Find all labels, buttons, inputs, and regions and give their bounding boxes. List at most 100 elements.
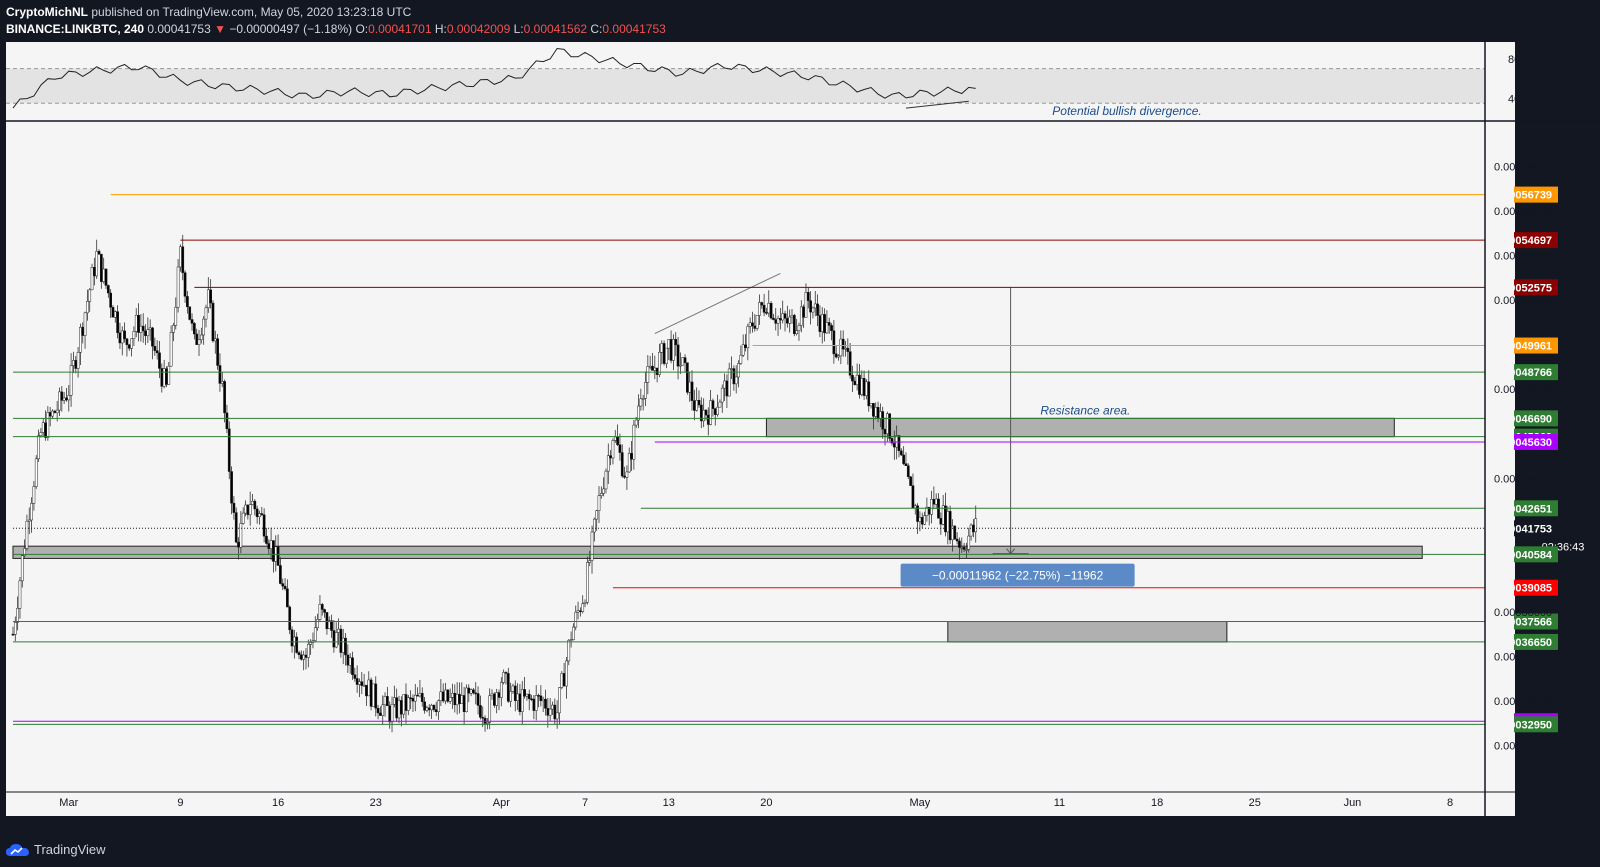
candle-body bbox=[809, 300, 812, 313]
candle-body bbox=[725, 380, 729, 397]
candle-body bbox=[202, 318, 206, 336]
candle-body bbox=[906, 465, 910, 478]
candle-body bbox=[383, 696, 387, 706]
candle-body bbox=[737, 363, 740, 378]
cloud-logo-icon bbox=[6, 843, 29, 856]
candle-body bbox=[767, 302, 771, 314]
author-name[interactable]: CryptoMichNL bbox=[6, 5, 88, 19]
candle-body bbox=[239, 523, 243, 548]
candle-body bbox=[109, 292, 112, 308]
candle-body bbox=[295, 636, 299, 653]
candle-body bbox=[816, 303, 819, 316]
candle-body bbox=[734, 376, 738, 385]
candle-body bbox=[65, 397, 68, 401]
candle-body bbox=[339, 628, 343, 653]
candle-body bbox=[630, 453, 633, 460]
candle-body bbox=[118, 332, 122, 344]
candle-body bbox=[32, 486, 36, 504]
candle-body bbox=[255, 508, 259, 518]
candle-body bbox=[474, 692, 478, 695]
time-tick-3: 23 bbox=[370, 797, 382, 809]
candle-body bbox=[930, 499, 933, 515]
candle-body bbox=[60, 391, 64, 401]
candle-body bbox=[341, 637, 345, 653]
time-tick-8: May bbox=[910, 797, 931, 809]
candle-body bbox=[804, 292, 808, 318]
candle-body bbox=[879, 411, 882, 419]
candle-body bbox=[402, 694, 406, 715]
candle-body bbox=[955, 538, 959, 542]
price-axis: 80.00 40.00 0.00058000 0.00056000 0.00054000… bbox=[6, 42, 1600, 816]
footer-bar bbox=[0, 832, 1600, 867]
candle-body bbox=[134, 315, 138, 332]
candle-body bbox=[11, 633, 15, 636]
price-change: −0.00000497 (−1.18%) bbox=[229, 22, 353, 36]
candle-body bbox=[244, 504, 247, 514]
candle-body bbox=[569, 639, 573, 641]
symbol-label[interactable]: BINANCE:LINKBTC, 240 bbox=[6, 22, 145, 36]
trendline bbox=[654, 272, 781, 334]
candle-body bbox=[388, 705, 392, 723]
candle-body bbox=[830, 325, 833, 331]
candle-body bbox=[444, 689, 447, 702]
published-text: published on TradingView.com, May 05, 20… bbox=[91, 5, 412, 19]
candle-body bbox=[595, 510, 599, 520]
candle-body bbox=[465, 687, 468, 712]
candle-body bbox=[344, 637, 347, 656]
candle-body bbox=[220, 381, 224, 384]
candle-body bbox=[611, 440, 615, 459]
tradingview-logo[interactable]: TradingView bbox=[6, 842, 106, 857]
candle-body bbox=[781, 313, 785, 321]
candle-body bbox=[616, 436, 619, 445]
time-tick-2: 16 bbox=[272, 797, 284, 809]
candle-body bbox=[846, 347, 850, 352]
price-axis-bg bbox=[1486, 42, 1514, 816]
candle-body bbox=[51, 410, 54, 417]
candle-body bbox=[744, 344, 747, 349]
candle-body bbox=[353, 674, 357, 679]
candle-body bbox=[23, 548, 26, 556]
candle-body bbox=[116, 311, 119, 334]
candle-body bbox=[551, 704, 554, 710]
candle-body bbox=[639, 398, 643, 407]
candle-body bbox=[916, 505, 919, 522]
candle-body bbox=[269, 540, 273, 549]
candle-body bbox=[88, 289, 92, 302]
candle-body bbox=[520, 689, 524, 712]
zone-label-0: Resistance area. bbox=[1040, 403, 1130, 417]
candle-body bbox=[760, 302, 764, 306]
candle-body bbox=[169, 332, 173, 367]
time-axis: Mar 9 16 23 Apr 7 13 20 May 11 18 25 Jun 8 bbox=[59, 797, 1453, 809]
close-value: 0.00041753 bbox=[602, 22, 666, 36]
candle-body bbox=[755, 315, 759, 329]
candle-body bbox=[599, 493, 603, 496]
candle-body bbox=[241, 512, 245, 524]
candle-body bbox=[86, 301, 89, 314]
rsi-band bbox=[6, 68, 1485, 104]
candle-body bbox=[779, 318, 782, 321]
candle-body bbox=[369, 679, 373, 707]
candle-body bbox=[183, 272, 187, 297]
candle-body bbox=[320, 604, 324, 610]
candle-body bbox=[590, 531, 594, 561]
candle-body bbox=[276, 546, 280, 566]
candle-body bbox=[74, 360, 78, 369]
candle-body bbox=[232, 502, 236, 513]
time-tick-11: 25 bbox=[1249, 797, 1261, 809]
candle-body bbox=[495, 692, 499, 706]
candle-body bbox=[644, 382, 647, 399]
candle-body bbox=[834, 353, 838, 358]
candle-body bbox=[904, 463, 908, 466]
candle-body bbox=[788, 316, 792, 324]
candle-body bbox=[16, 608, 19, 623]
candle-body bbox=[379, 712, 382, 716]
candle-body bbox=[872, 403, 875, 417]
candle-body bbox=[97, 251, 101, 255]
candle-body bbox=[886, 413, 889, 434]
candle-body bbox=[709, 400, 712, 425]
down-arrow-icon: ▼ bbox=[214, 22, 226, 36]
candle-body bbox=[123, 330, 126, 340]
last-price: 0.00041753 bbox=[147, 22, 211, 36]
candle-body bbox=[420, 693, 424, 703]
candle-body bbox=[534, 695, 538, 711]
